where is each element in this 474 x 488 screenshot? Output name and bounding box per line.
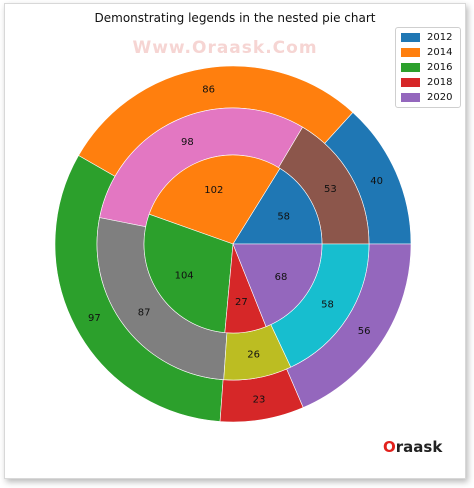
chart-legend: 2012 2014 2016 2018 2020 bbox=[395, 27, 461, 108]
legend-swatch bbox=[401, 78, 420, 87]
legend-label: 2016 bbox=[427, 62, 453, 73]
legend-label: 2018 bbox=[427, 77, 453, 88]
legend-item-2016: 2016 bbox=[401, 60, 460, 75]
middle-ring-value-label: 58 bbox=[321, 300, 334, 311]
inner-ring-value-label: 104 bbox=[175, 271, 194, 282]
outer-ring-value-label: 97 bbox=[88, 313, 101, 324]
legend-swatch bbox=[401, 63, 420, 72]
inner-ring-slice-0 bbox=[232, 167, 323, 245]
middle-ring-value-label: 98 bbox=[181, 137, 194, 148]
legend-item-2012: 2012 bbox=[401, 30, 460, 45]
inner-ring-slice-2 bbox=[143, 213, 234, 333]
legend-swatch bbox=[401, 33, 420, 42]
inner-ring-value-label: 102 bbox=[204, 185, 223, 196]
legend-swatch bbox=[401, 48, 420, 57]
outer-ring-value-label: 56 bbox=[358, 326, 371, 337]
logo-o-mark: O bbox=[383, 438, 396, 456]
middle-ring-value-label: 87 bbox=[138, 308, 151, 319]
legend-label: 2012 bbox=[427, 32, 453, 43]
outer-ring-value-label: 40 bbox=[370, 176, 383, 187]
legend-label: 2020 bbox=[427, 92, 453, 103]
chart-figure: 40 86 97 23 56 53 98 87 26 58 58 102 104 27 68 Demonst… bbox=[4, 3, 466, 479]
middle-ring-value-label: 53 bbox=[324, 184, 337, 195]
outer-ring-value-label: 86 bbox=[202, 84, 215, 95]
nested-pie-chart: 40 86 97 23 56 53 98 87 26 58 58 102 104 27 68 bbox=[54, 65, 412, 423]
legend-item-2018: 2018 bbox=[401, 75, 460, 90]
oraask-logo: Oraask bbox=[383, 438, 442, 456]
middle-ring-value-label: 26 bbox=[247, 350, 260, 361]
legend-swatch bbox=[401, 93, 420, 102]
legend-item-2020: 2020 bbox=[401, 90, 460, 105]
inner-ring-value-label: 68 bbox=[275, 272, 288, 283]
inner-ring-value-label: 27 bbox=[235, 297, 248, 308]
logo-text: raask bbox=[395, 438, 443, 456]
inner-ring-value-label: 58 bbox=[277, 211, 290, 222]
legend-item-2014: 2014 bbox=[401, 45, 460, 60]
watermark-text: Www.Oraask.Com bbox=[132, 38, 318, 58]
chart-title: Demonstrating legends in the nested pie … bbox=[94, 11, 376, 25]
inner-ring-slice-4 bbox=[232, 243, 323, 328]
legend-label: 2014 bbox=[427, 47, 453, 58]
inner-ring-slice-1 bbox=[148, 154, 281, 245]
outer-ring-value-label: 23 bbox=[253, 394, 266, 405]
